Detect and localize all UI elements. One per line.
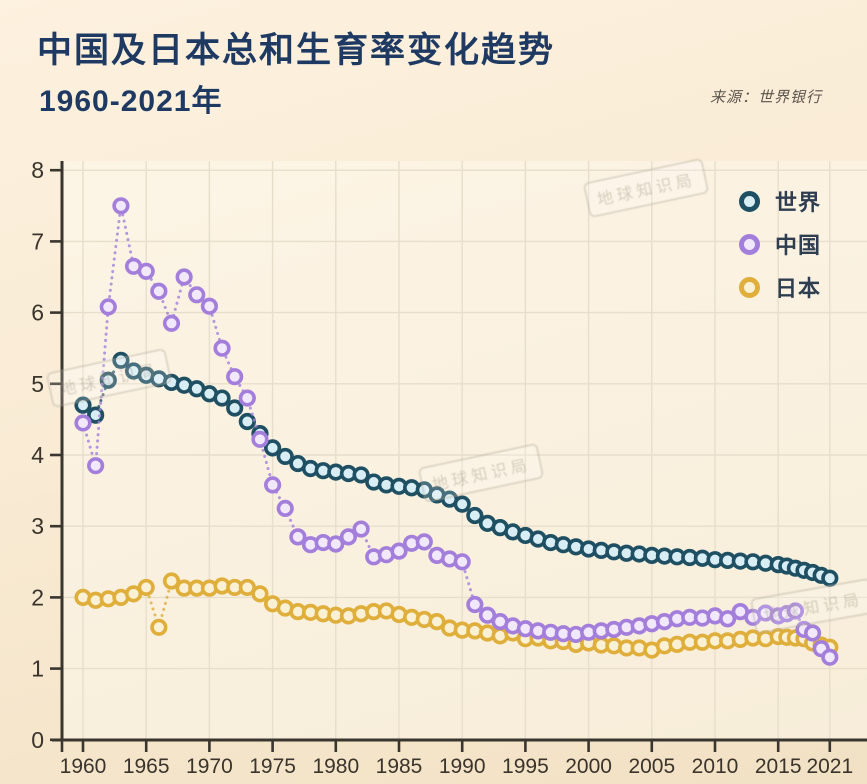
china-data-point [112,197,130,215]
china-data-point [251,430,269,448]
legend-item-world: 世界 [739,188,822,215]
japan-data-point [162,572,181,590]
legend-item-japan: 日本 [739,274,822,301]
china-data-point [200,297,218,315]
china-data-point [289,528,307,546]
x-tick-label: 2000 [565,755,612,778]
world-data-point [352,466,370,484]
china-data-point [453,553,471,571]
china-data-point [327,535,345,553]
world-data-point [238,412,256,431]
world-data-point [466,506,484,525]
x-tick-label: 2010 [692,755,739,778]
china-data-point [188,286,206,304]
china-data-point [415,533,433,551]
x-tick-label: 1965 [123,755,170,778]
china-data-point [276,499,294,518]
y-tick-label: 4 [31,442,44,468]
y-tick-label: 1 [31,656,44,682]
world-data-point [821,569,839,587]
series-world [74,351,839,587]
x-tick-label: 1980 [312,755,359,778]
y-tick-label: 8 [31,157,44,183]
x-tick-label: 1970 [186,755,233,778]
world-data-point [226,399,244,417]
x-tick-label: 1990 [439,755,486,778]
china-data-point [162,314,181,332]
x-tick-label: 2015 [755,755,802,778]
china-dotted-line [81,205,832,659]
legend-item-china: 中国 [739,231,822,258]
china-data-point [339,528,358,546]
world-marker-icon [739,190,760,212]
china-data-point [150,282,168,300]
y-tick-label: 6 [31,300,44,326]
china-data-point [99,298,117,316]
china-data-point [137,262,155,280]
x-tick-label: 1995 [502,755,549,778]
china-data-point [352,520,370,538]
china-marker-icon [739,233,760,255]
japan-data-point [251,585,269,603]
page-title: 中国及日本总和生育率变化趋势 [37,31,556,70]
china-data-point [821,648,839,666]
x-tick-label: 1960 [60,755,107,778]
china-data-point [226,368,244,386]
china-data-point [466,595,484,614]
japan-marker-icon [739,276,760,298]
legend-label-china: 中国 [775,233,822,258]
y-tick-label: 7 [31,228,44,254]
japan-data-point [137,578,155,597]
japan-data-point [238,578,256,597]
china-data-point [786,602,805,620]
x-tick-label: 2021 [806,755,853,778]
world-data-point [453,495,471,513]
world-data-point [213,389,231,407]
japan-data-point [150,618,168,636]
japan-data-point [428,613,446,631]
china-data-point [264,476,282,494]
china-data-point [74,414,92,432]
world-data-point [99,371,117,389]
legend: 世界 中国 日本 [739,188,822,301]
world-data-point [74,396,92,414]
japan-data-point [124,585,143,603]
china-data-point [390,542,408,560]
world-data-point [264,439,282,457]
y-tick-label: 3 [31,513,44,539]
china-data-point [478,606,497,624]
legend-label-world: 世界 [775,190,822,215]
x-tick-label: 1985 [376,755,423,778]
series-china [74,197,839,666]
axes [52,161,867,742]
y-tick-label: 2 [31,584,44,610]
world-data-point [112,351,130,369]
world-data-point [276,447,294,466]
source-credit: 来源：世界银行 [709,89,822,106]
world-data-point [87,406,105,424]
china-data-point [719,610,737,628]
china-data-point [175,268,193,286]
legend-label-japan: 日本 [775,276,822,301]
china-data-point [238,389,256,407]
ticks [50,168,832,752]
page-subtitle: 1960-2021年 [39,85,223,118]
tick-labels: 0 1 2 3 4 5 6 7 8 1960 1965 1970 1975 1980 1985 1990 199… [31,157,853,778]
china-data-point [213,339,231,357]
china-data-point [87,457,105,475]
y-tick-label: 0 [31,727,44,753]
x-tick-label: 1975 [249,755,296,778]
x-tick-label: 2005 [628,755,675,778]
y-tick-label: 5 [31,371,44,397]
china-data-point [803,624,822,642]
